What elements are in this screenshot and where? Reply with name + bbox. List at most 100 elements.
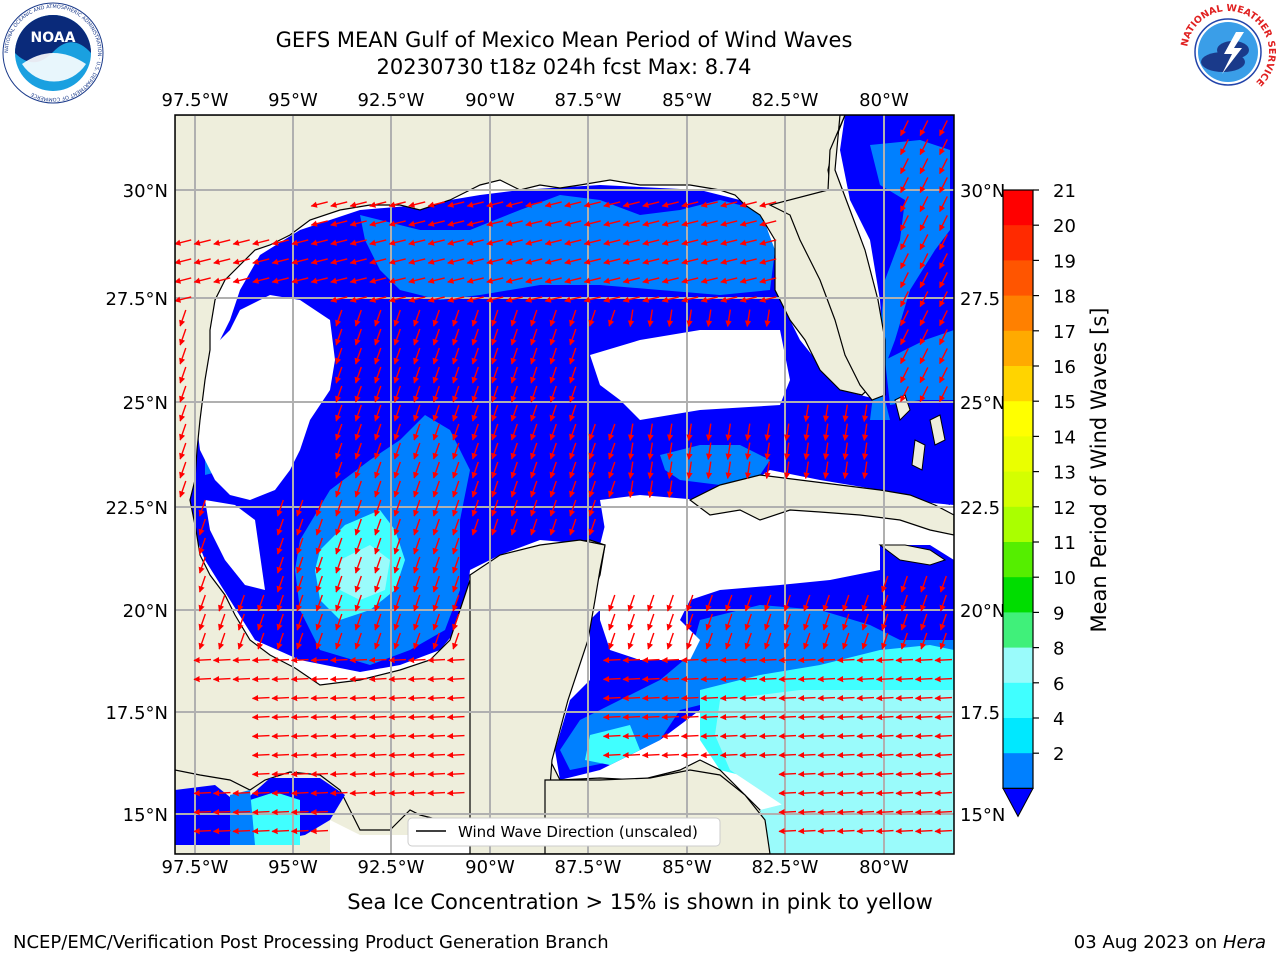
wave-direction-arrow [329,694,348,702]
wave-direction-arrow [232,656,251,664]
wave-direction-arrow [452,499,460,517]
wave-direction-arrow [374,328,382,346]
wave-direction-arrow [680,656,699,664]
wave-direction-arrow [564,277,582,284]
wave-direction-arrow [700,694,719,702]
right-lat-label: 15°N [960,805,1005,826]
wave-direction-arrow [257,594,265,612]
bottom-lon-label: 95°W [268,857,318,878]
wave-direction-arrow [856,808,875,816]
wave-direction-arrow [374,366,382,384]
wave-direction-arrow [739,277,757,284]
wave-direction-arrow [817,713,836,721]
wave-direction-arrow [569,423,577,441]
wave-direction-arrow [466,277,484,284]
wave-direction-arrow [939,291,948,308]
colorbar: 21 20 19 18 17 16 15 14 13 12 11 10 9 8 6 4 2 [1002,181,1076,818]
left-lat-label: 22.5°N [105,498,168,519]
wave-direction-arrow [700,675,719,683]
wave-direction-arrow [510,518,518,536]
wave-direction-arrow [349,277,367,284]
wave-direction-arrow [271,656,290,664]
wave-direction-arrow [939,215,948,232]
wave-direction-arrow [842,423,849,442]
wave-direction-arrow [919,234,929,251]
wave-direction-arrow [413,480,421,498]
right-lat-label: 25°N [960,393,1005,414]
wave-direction-arrow [335,404,343,422]
wave-direction-arrow [647,594,655,612]
wave-direction-arrow [778,789,797,797]
wave-direction-arrow [919,139,929,156]
colorbar-tick-label: 2 [1053,744,1064,765]
wave-direction-arrow [681,239,699,246]
wave-direction-arrow [179,347,187,365]
wave-direction-arrow [198,594,206,612]
wave-direction-arrow [549,499,557,517]
wave-direction-arrow [919,177,929,194]
wave-direction-arrow [622,675,641,683]
wave-direction-arrow [939,158,948,175]
colorbar-tick-label: 8 [1053,639,1064,660]
wave-direction-arrow [452,404,460,422]
wave-direction-arrow [822,613,830,631]
wave-direction-arrow [329,713,348,721]
wave-direction-arrow [193,808,212,816]
wave-direction-arrow [544,239,562,246]
wave-direction-arrow [368,694,387,702]
wave-direction-arrow [842,404,849,423]
wave-direction-arrow [354,404,362,422]
wave-direction-arrow [700,751,719,759]
wave-direction-arrow [661,239,679,246]
colorbar-segment [1003,260,1033,297]
wave-direction-arrow [335,613,343,631]
wave-direction-arrow [374,632,382,650]
wave-direction-arrow [647,442,654,461]
wave-direction-arrow [622,296,640,303]
wave-direction-arrow [681,220,699,227]
wave-direction-arrow [369,277,387,284]
wave-direction-arrow [622,220,640,227]
wave-direction-arrow [330,239,348,246]
wave-direction-arrow [335,537,343,555]
wave-direction-arrow [525,201,543,208]
wave-direction-arrow [491,309,499,327]
wave-direction-arrow [797,656,816,664]
wave-direction-arrow [388,751,407,759]
wave-direction-arrow [271,713,290,721]
wave-direction-arrow [861,594,869,612]
wave-direction-arrow [525,296,543,303]
wave-direction-arrow [569,499,577,517]
wave-direction-arrow [427,656,446,664]
wave-direction-arrow [271,277,289,284]
wave-direction-arrow [510,480,518,498]
wave-direction-arrow [427,694,446,702]
wave-direction-arrow [544,220,562,227]
wave-direction-arrow [647,309,654,328]
wave-direction-arrow [446,732,465,740]
wave-direction-arrow [583,277,601,284]
wave-direction-arrow [720,277,738,284]
left-lat-label: 25°N [123,393,168,414]
wave-direction-arrow [393,537,401,555]
wave-direction-arrow [471,480,479,498]
wave-direction-arrow [271,258,289,265]
wave-direction-arrow [719,694,738,702]
wave-direction-arrow [861,442,869,461]
wave-direction-arrow [179,309,187,327]
wave-direction-arrow [934,827,953,835]
wave-direction-arrow [179,423,187,441]
colorbar-tick-label: 19 [1053,251,1076,272]
wave-direction-arrow [744,632,752,650]
wave-direction-arrow [914,808,933,816]
wave-direction-arrow [530,480,538,498]
wave-direction-arrow [700,656,719,664]
wave-direction-arrow [510,404,518,422]
bottom-lon-label: 97.5°W [162,857,229,878]
wave-direction-arrow [759,201,777,208]
right-lat-label: 20°N [960,601,1005,622]
wave-direction-arrow [491,366,499,384]
wave-direction-arrow [413,347,421,365]
wave-direction-arrow [179,328,187,346]
wave-direction-arrow [783,613,791,631]
